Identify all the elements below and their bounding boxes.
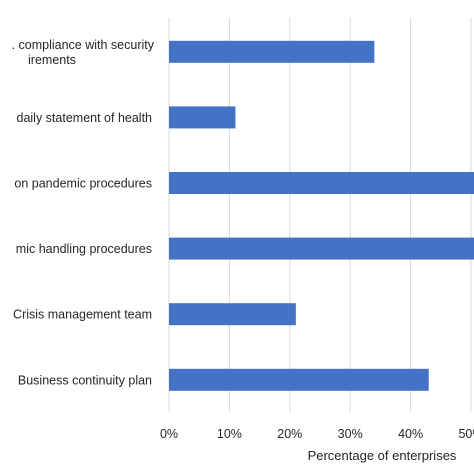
category-label: . compliance with security irements (12, 38, 155, 67)
bar (169, 40, 375, 63)
x-tick-label: 50% (458, 427, 474, 441)
category-label: mic handling procedures (16, 242, 152, 256)
x-tick-label: 30% (338, 427, 363, 441)
category-label: daily statement of health (17, 111, 153, 125)
category-label: Crisis management team (13, 308, 152, 322)
x-axis-title: Percentage of enterprises (308, 448, 457, 463)
bar (169, 303, 296, 326)
gridlines (168, 18, 472, 412)
category-labels: . compliance with security irements daily … (12, 38, 155, 387)
bars (169, 40, 474, 391)
category-label: Business continuity plan (18, 373, 152, 387)
bar (169, 106, 236, 129)
x-tick-label: 0% (160, 427, 178, 441)
x-tick-label: 10% (217, 427, 242, 441)
x-tick-label: 40% (398, 427, 423, 441)
category-label: on pandemic procedures (14, 177, 152, 191)
x-tick-label: 20% (277, 427, 302, 441)
bar (169, 172, 474, 194)
bar (169, 368, 429, 391)
bar (169, 237, 474, 260)
x-tick-labels: 0% 10% 20% 30% 40% 50% (160, 427, 474, 441)
